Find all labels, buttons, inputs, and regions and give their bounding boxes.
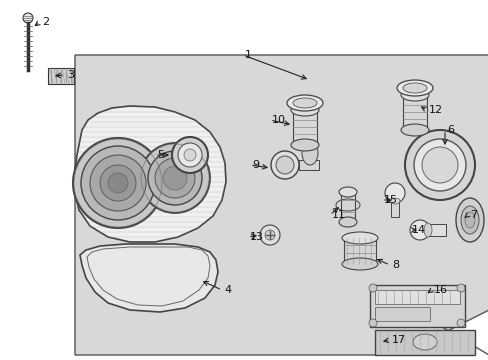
Bar bbox=[374, 330, 474, 355]
Circle shape bbox=[81, 146, 155, 220]
Text: 5: 5 bbox=[157, 150, 163, 160]
Circle shape bbox=[270, 151, 298, 179]
Bar bbox=[340, 192, 354, 222]
Ellipse shape bbox=[292, 98, 316, 108]
Bar bbox=[298, 160, 318, 170]
Ellipse shape bbox=[341, 258, 377, 270]
Circle shape bbox=[404, 130, 474, 200]
Text: 11: 11 bbox=[331, 210, 346, 220]
Text: 10: 10 bbox=[271, 115, 285, 125]
Ellipse shape bbox=[290, 139, 318, 151]
Text: 7: 7 bbox=[469, 210, 476, 220]
Polygon shape bbox=[80, 244, 218, 312]
Text: 8: 8 bbox=[391, 260, 398, 270]
Circle shape bbox=[413, 139, 465, 191]
Ellipse shape bbox=[402, 83, 426, 93]
Ellipse shape bbox=[396, 80, 432, 96]
Circle shape bbox=[368, 284, 376, 292]
Ellipse shape bbox=[290, 104, 318, 116]
Ellipse shape bbox=[455, 198, 483, 242]
Ellipse shape bbox=[464, 212, 474, 228]
Ellipse shape bbox=[341, 232, 377, 244]
Ellipse shape bbox=[338, 187, 356, 197]
Circle shape bbox=[163, 166, 186, 190]
Bar bbox=[48, 68, 74, 84]
Circle shape bbox=[275, 156, 293, 174]
Bar bbox=[343, 238, 375, 264]
Bar bbox=[390, 201, 398, 217]
Circle shape bbox=[456, 284, 464, 292]
Text: 16: 16 bbox=[433, 285, 447, 295]
Bar bbox=[374, 290, 459, 304]
Text: 1: 1 bbox=[244, 50, 251, 60]
Text: 14: 14 bbox=[411, 225, 425, 235]
Circle shape bbox=[155, 158, 195, 198]
Circle shape bbox=[23, 13, 33, 23]
Text: 6: 6 bbox=[446, 125, 453, 135]
Text: 15: 15 bbox=[383, 195, 397, 205]
Circle shape bbox=[264, 230, 274, 240]
Polygon shape bbox=[75, 55, 488, 355]
Ellipse shape bbox=[389, 198, 399, 204]
Circle shape bbox=[100, 165, 136, 201]
Circle shape bbox=[183, 149, 196, 161]
Ellipse shape bbox=[302, 141, 317, 165]
Polygon shape bbox=[75, 106, 225, 242]
Text: 3: 3 bbox=[67, 70, 74, 80]
Circle shape bbox=[172, 137, 207, 173]
Circle shape bbox=[108, 173, 128, 193]
Ellipse shape bbox=[338, 217, 356, 227]
Bar bbox=[427, 224, 445, 236]
Ellipse shape bbox=[400, 89, 428, 101]
Circle shape bbox=[384, 183, 404, 203]
Text: 13: 13 bbox=[249, 232, 264, 242]
Ellipse shape bbox=[423, 223, 431, 237]
Circle shape bbox=[148, 151, 202, 205]
Circle shape bbox=[409, 220, 429, 240]
Circle shape bbox=[456, 319, 464, 327]
Bar bbox=[369, 285, 464, 327]
Bar bbox=[292, 110, 316, 145]
Ellipse shape bbox=[412, 334, 436, 350]
Bar bbox=[374, 307, 429, 321]
Circle shape bbox=[368, 319, 376, 327]
Ellipse shape bbox=[286, 95, 323, 111]
Text: 4: 4 bbox=[224, 285, 231, 295]
Text: 2: 2 bbox=[42, 17, 49, 27]
Text: 12: 12 bbox=[428, 105, 442, 115]
Circle shape bbox=[140, 143, 209, 213]
Circle shape bbox=[90, 155, 146, 211]
Text: 9: 9 bbox=[251, 160, 259, 170]
Circle shape bbox=[421, 147, 457, 183]
Text: 17: 17 bbox=[391, 335, 406, 345]
Ellipse shape bbox=[460, 206, 478, 234]
Ellipse shape bbox=[400, 124, 428, 136]
Bar bbox=[402, 95, 426, 130]
Circle shape bbox=[73, 138, 163, 228]
Circle shape bbox=[178, 143, 202, 167]
Circle shape bbox=[260, 225, 280, 245]
